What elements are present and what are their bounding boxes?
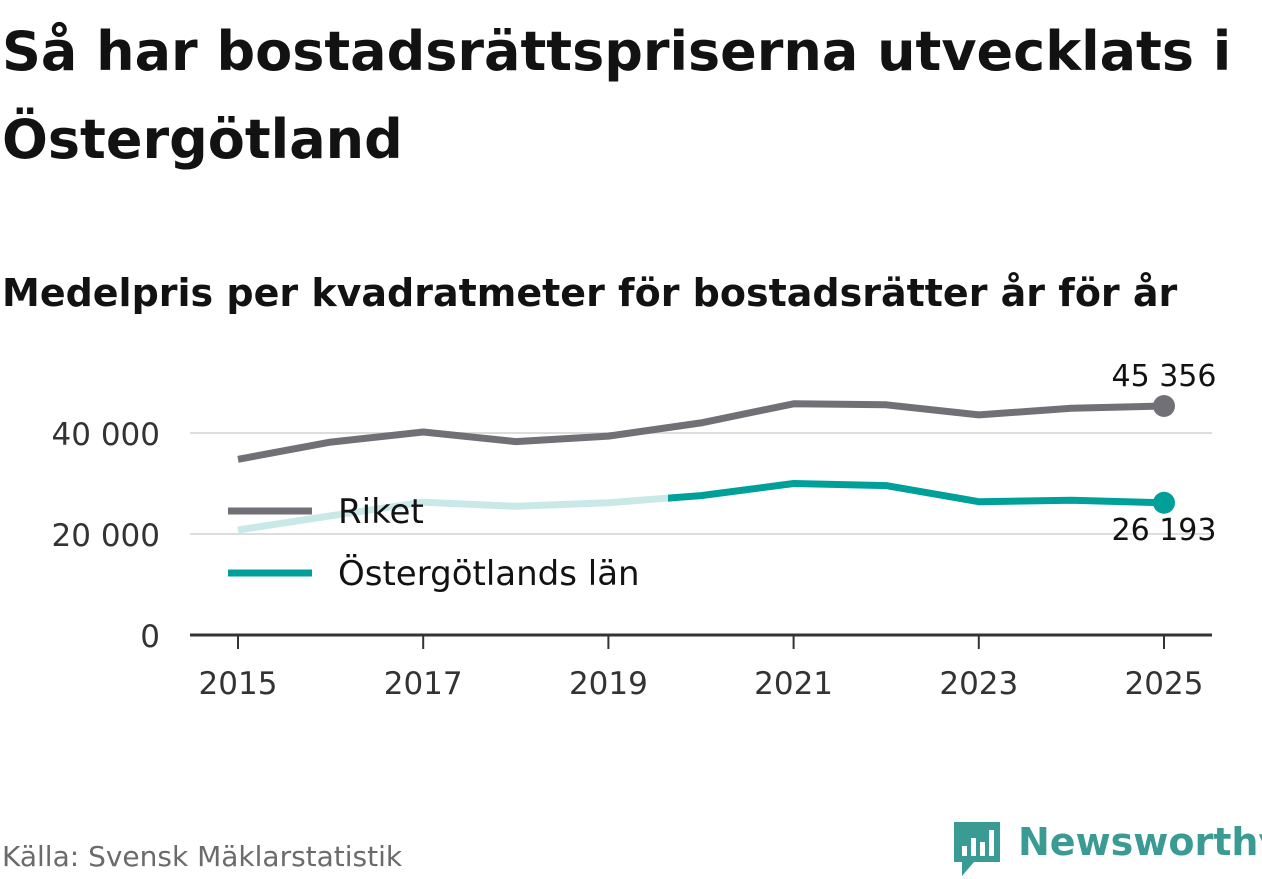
series-lines xyxy=(237,395,1175,534)
chart-subtitle: Medelpris per kvadratmeter för bostadsrä… xyxy=(2,271,1178,315)
x-tick-label: 2023 xyxy=(939,666,1018,702)
end-point-riket xyxy=(1153,395,1175,417)
end-point-lan xyxy=(1153,491,1175,514)
gridlines xyxy=(190,432,1212,536)
y-tick-label: 20 000 xyxy=(52,518,160,554)
series-line-riket xyxy=(237,400,1165,463)
x-tick-label: 2017 xyxy=(384,666,463,702)
axes: 0 20 000 40 000 2015 2017 2019 2021 2023 2025 xyxy=(52,417,1212,702)
legend-label: Östergötlands län xyxy=(338,553,640,594)
brand-name: Newsworthy xyxy=(1018,820,1262,864)
series-line-lan xyxy=(668,480,1165,507)
series-line-lan-faded xyxy=(237,494,668,534)
source-note: Källa: Svensk Mäklarstatistik xyxy=(2,840,403,873)
y-tick-label: 40 000 xyxy=(52,417,160,453)
x-tick-label: 2025 xyxy=(1125,666,1204,702)
data-label-lan: 26 193 xyxy=(1112,513,1217,548)
data-label-riket: 45 356 xyxy=(1112,359,1217,394)
newsworthy-logo-icon xyxy=(954,822,1000,876)
chart-title: Så har bostadsrättspriserna utvecklats i… xyxy=(2,20,1232,171)
x-tick-label: 2021 xyxy=(754,666,833,702)
x-tick-label: 2019 xyxy=(569,666,648,702)
brand-logo: Newsworthy xyxy=(952,818,1262,878)
legend-label: Riket xyxy=(338,492,424,532)
line-chart: 0 20 000 40 000 2015 2017 2019 2021 2023 2025 Ri… xyxy=(52,359,1217,702)
legend: Riket Östergötlands län xyxy=(228,492,640,594)
x-tick-label: 2015 xyxy=(199,666,278,702)
data-labels: 45 356 26 193 xyxy=(1112,359,1217,548)
y-tick-label: 0 xyxy=(140,619,160,655)
